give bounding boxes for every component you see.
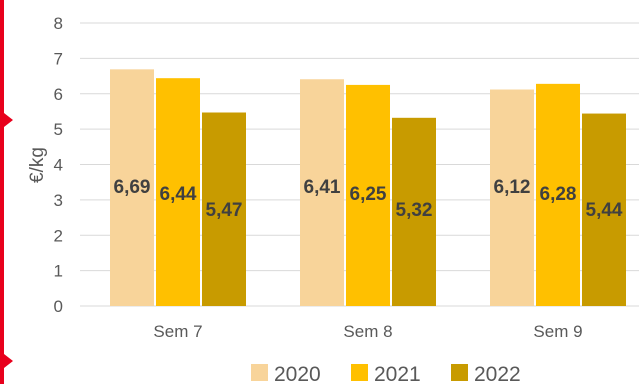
bar [300, 79, 344, 306]
y-tick-label: 8 [54, 14, 63, 33]
data-label: 6,44 [160, 184, 197, 205]
y-axis-title: €/kg [27, 147, 48, 183]
bar [346, 84, 390, 306]
y-tick-label: 4 [54, 156, 63, 175]
bar [490, 89, 534, 306]
data-label: 5,44 [586, 200, 623, 221]
legend-swatch [251, 364, 268, 381]
y-tick-label: 0 [54, 297, 63, 316]
y-tick-label: 6 [54, 85, 63, 104]
legend-label: 2022 [474, 363, 521, 384]
legend-label: 2020 [274, 363, 321, 384]
frame-marker-arrow [4, 354, 13, 368]
bar [156, 78, 200, 306]
y-tick-label: 1 [54, 262, 63, 281]
frame-edge-line [0, 0, 4, 384]
data-label: 5,32 [396, 200, 433, 221]
frame-marker-arrow [4, 113, 13, 127]
x-tick-label: Sem 7 [153, 322, 202, 341]
y-tick-label: 5 [54, 120, 63, 139]
data-label: 5,47 [206, 200, 243, 221]
legend-swatch [351, 364, 368, 381]
y-tick-label: 2 [54, 226, 63, 245]
bar [392, 117, 436, 307]
y-tick-label: 3 [54, 191, 63, 210]
data-label: 6,41 [304, 177, 341, 198]
legend-swatch [451, 364, 468, 381]
bar [582, 113, 626, 306]
bar [536, 83, 580, 306]
data-label: 6,12 [494, 177, 531, 198]
bar [202, 112, 246, 306]
legend-label: 2021 [374, 363, 421, 384]
data-label: 6,25 [350, 184, 387, 205]
data-label: 6,28 [540, 184, 577, 205]
data-label: 6,69 [114, 177, 151, 198]
x-tick-label: Sem 9 [533, 322, 582, 341]
y-tick-label: 7 [54, 49, 63, 68]
bar [110, 69, 154, 306]
x-tick-label: Sem 8 [343, 322, 392, 341]
